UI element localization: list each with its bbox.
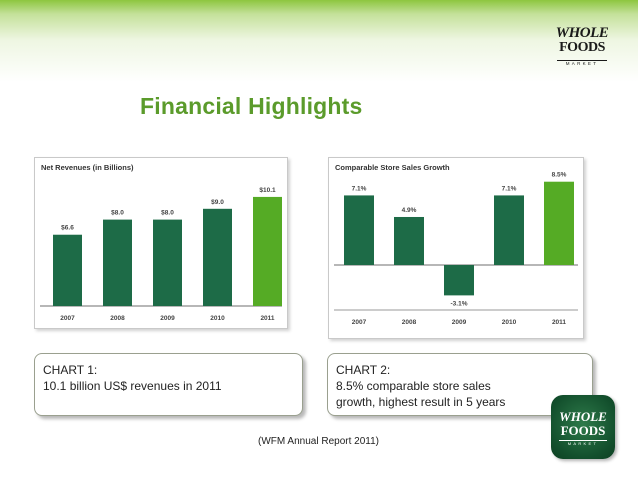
chart1-data-label-2009: $8.0 [161, 210, 174, 217]
chart1-bar-2010 [203, 208, 232, 306]
chart1-tick-label-2011: 2011 [260, 315, 274, 322]
chart1-tick-label-2009: 2009 [160, 315, 175, 322]
chart2-bar-2007 [344, 195, 374, 265]
chart2-bar-2008 [394, 216, 424, 265]
callout-chart2: CHART 2: 8.5% comparable store sales gro… [327, 353, 593, 416]
source-citation: (WFM Annual Report 2011) [258, 436, 379, 447]
chart1-bar-2008 [103, 219, 132, 306]
chart1-bar-2011 [253, 196, 282, 306]
chart2-bar-2010 [494, 195, 524, 265]
chart2-tick-label-2007: 2007 [352, 319, 367, 326]
logo-text-market-bottom: MARKET [559, 440, 607, 446]
net-revenues-chart: Net Revenues (in Billions) $6.6 2007 $8.0 20… [40, 163, 282, 322]
logo-text-whole-bottom: WHOLE [559, 409, 607, 424]
chart1-title: Net Revenues (in Billions) [41, 163, 134, 172]
callout-chart2-line1: 8.5% comparable store sales [336, 379, 491, 393]
logo-text-foods-bottom: FOODS [560, 423, 606, 438]
chart1-data-label-2010: $9.0 [211, 199, 224, 206]
chart1-tick-label-2007: 2007 [60, 315, 75, 322]
callout-chart2-heading: CHART 2: [336, 363, 391, 377]
chart-panel-comparable-sales: Comparable Store Sales Growth 7.1% 2007 4.9… [328, 157, 584, 339]
chart2-tick-label-2010: 2010 [502, 319, 517, 326]
callout-chart1-text: 10.1 billion US$ revenues in 2011 [43, 379, 222, 393]
callout-chart1: CHART 1: 10.1 billion US$ revenues in 20… [34, 353, 303, 416]
logo-text-foods: FOODS [559, 40, 605, 55]
chart2-title: Comparable Store Sales Growth [335, 163, 450, 172]
chart1-tick-label-2010: 2010 [210, 315, 225, 322]
chart1-bar-2007 [53, 234, 82, 306]
chart1-data-label-2011: $10.1 [259, 187, 276, 194]
chart2-data-label-2007: 7.1% [352, 185, 367, 192]
chart2-tick-label-2008: 2008 [402, 319, 417, 326]
chart-panel-net-revenues: Net Revenues (in Billions) $6.6 2007 $8.0 20… [34, 157, 288, 329]
logo-text-market: MARKET [557, 60, 607, 67]
callout-chart2-line2: growth, highest result in 5 years [336, 395, 506, 409]
chart2-data-label-2008: 4.9% [402, 207, 417, 214]
chart1-data-label-2007: $6.6 [61, 225, 74, 232]
chart2-bar-2011 [544, 181, 574, 265]
whole-foods-logo-bottom: WHOLE FOODS MARKET [551, 395, 615, 459]
chart2-tick-label-2011: 2011 [552, 319, 566, 326]
slide-title: Financial Highlights [140, 93, 363, 119]
chart1-bar-2009 [153, 219, 182, 306]
chart2-data-label-2011: 8.5% [552, 172, 567, 179]
callout-chart1-heading: CHART 1: [43, 363, 98, 377]
whole-foods-logo-top: WHOLE FOODS MARKET [551, 22, 613, 68]
chart2-tick-label-2009: 2009 [452, 319, 467, 326]
chart2-data-label-2009: -3.1% [451, 300, 468, 307]
chart2-data-label-2010: 7.1% [502, 185, 517, 192]
chart1-data-label-2008: $8.0 [111, 210, 124, 217]
logo-text-whole: WHOLE [555, 25, 609, 41]
chart2-bar-2009 [444, 265, 474, 296]
chart1-tick-label-2008: 2008 [110, 315, 125, 322]
comparable-sales-chart: Comparable Store Sales Growth 7.1% 2007 4.9… [334, 163, 578, 326]
